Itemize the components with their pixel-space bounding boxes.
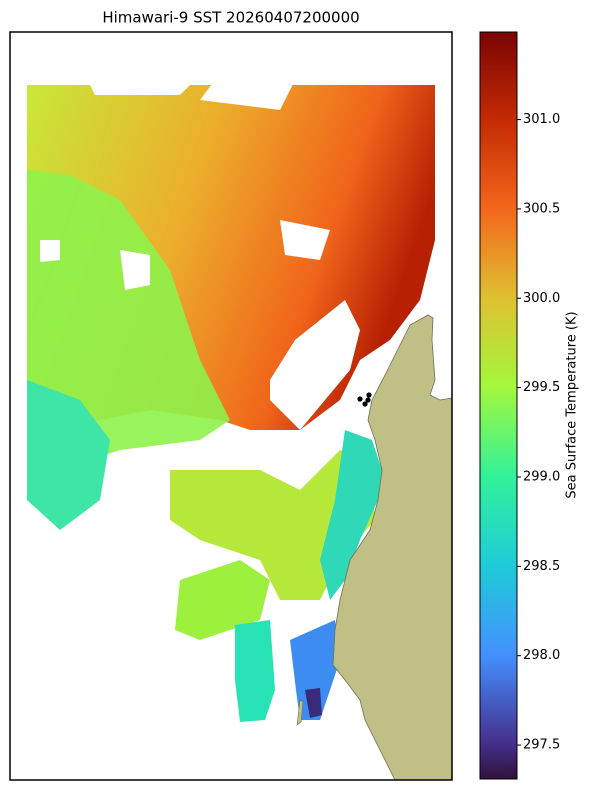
colorbar-tick-label: 299.5 bbox=[523, 380, 560, 395]
colorbar-tick-label: 300.5 bbox=[523, 201, 560, 216]
station-marker bbox=[362, 401, 368, 407]
cloud-mask bbox=[40, 60, 360, 430]
colorbar-tick-label: 298.0 bbox=[523, 648, 560, 663]
colorbar-label: Sea Surface Temperature (K) bbox=[565, 311, 580, 498]
station-marker bbox=[366, 392, 372, 398]
map bbox=[10, 32, 452, 780]
map-frame bbox=[9, 31, 453, 781]
title: Himawari-9 SST 20260407200000 bbox=[102, 9, 359, 27]
colorbar-tick-label: 298.5 bbox=[523, 559, 560, 574]
station-marker bbox=[357, 396, 363, 402]
colorbar bbox=[479, 31, 518, 780]
sst-field-cold bbox=[305, 688, 322, 718]
sst-field-southwest bbox=[27, 380, 110, 530]
sst-field-coast bbox=[320, 430, 382, 600]
colorbar-tick-label: 301.0 bbox=[523, 112, 560, 127]
station-marker bbox=[365, 397, 371, 403]
sst-field-south-patch bbox=[235, 620, 275, 722]
colorbar-tick-label: 300.0 bbox=[523, 291, 560, 306]
colorbar-tick-label: 299.0 bbox=[523, 469, 560, 484]
sst-field-patch bbox=[175, 560, 270, 640]
colorbar-tick-label: 297.5 bbox=[523, 738, 560, 753]
land bbox=[332, 314, 452, 780]
sst-field-blue bbox=[290, 620, 340, 720]
land-islet bbox=[296, 699, 304, 726]
sst-field-west bbox=[27, 170, 230, 470]
